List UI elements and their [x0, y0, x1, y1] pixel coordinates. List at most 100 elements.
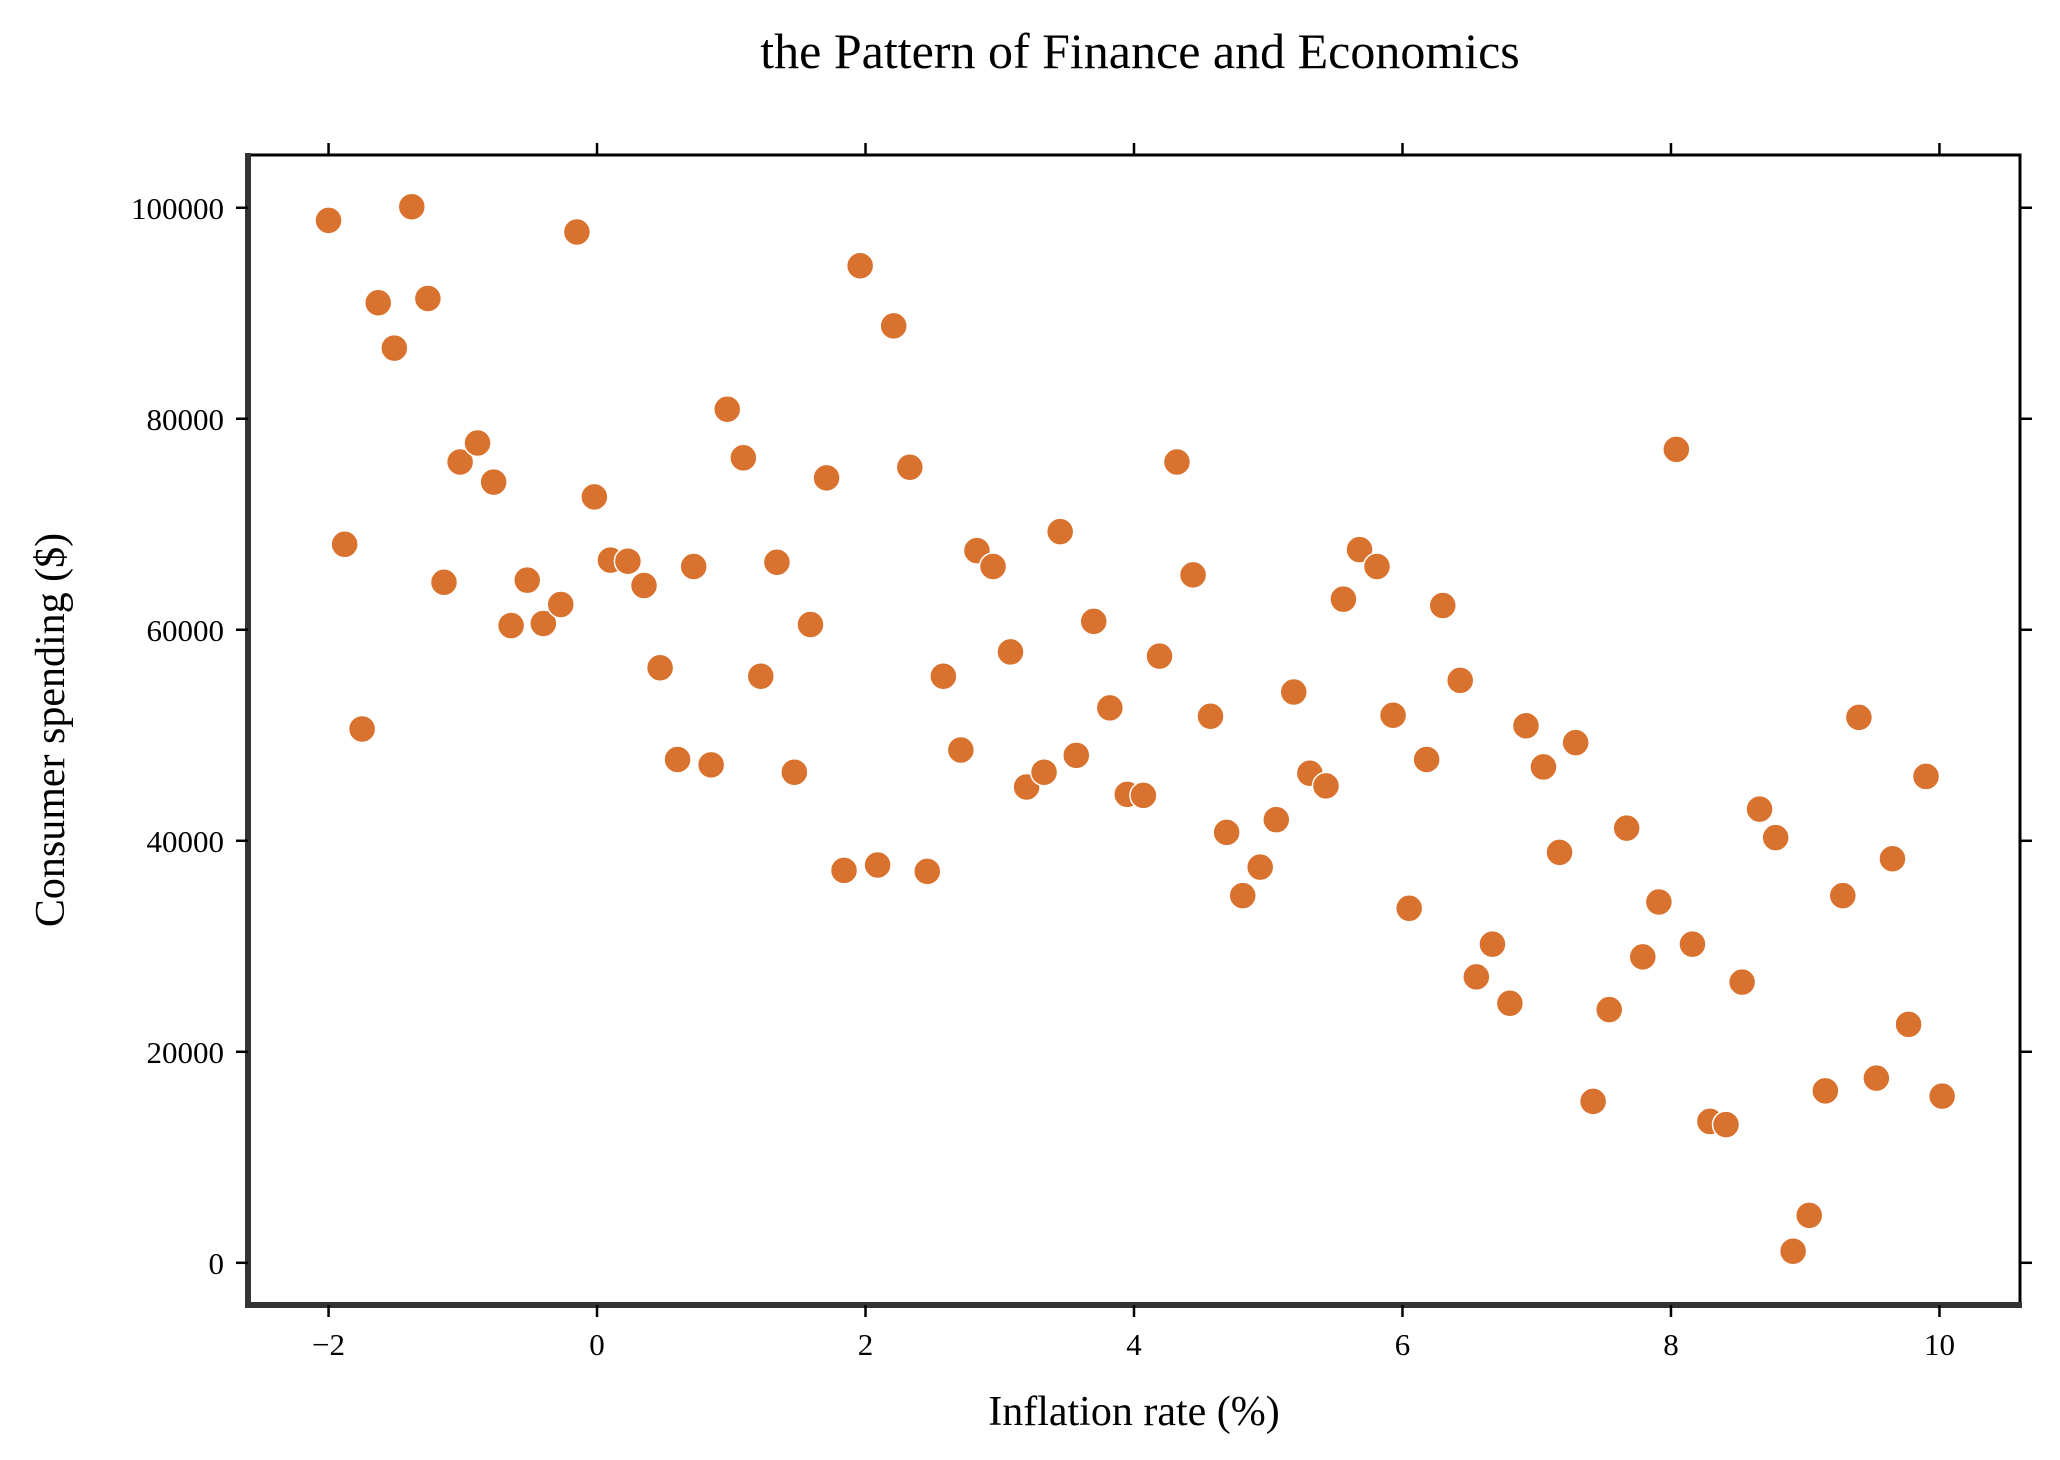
data-point [1644, 887, 1674, 917]
data-point [1245, 852, 1275, 882]
data-point [1678, 929, 1707, 959]
data-point [1362, 552, 1392, 581]
data-point [796, 610, 825, 639]
data-point [1329, 584, 1358, 614]
data-point [712, 395, 742, 424]
data-point [479, 467, 508, 497]
data-point [645, 653, 675, 683]
data-point [1062, 741, 1091, 770]
data-points [314, 192, 1957, 1266]
data-point [496, 611, 526, 640]
y-tick-labels: 0 20000 40000 60000 80000 100000 [131, 191, 224, 1281]
data-point [1045, 517, 1075, 546]
x-tick-label: 6 [1395, 1327, 1411, 1362]
data-point [629, 571, 659, 600]
y-tick-label: 80000 [147, 402, 225, 437]
data-point [1828, 881, 1858, 910]
data-point [1212, 818, 1241, 847]
data-point [1228, 881, 1257, 910]
data-point [1079, 607, 1108, 636]
data-point [1844, 703, 1874, 732]
data-point [829, 856, 859, 885]
data-point [1445, 666, 1475, 695]
data-point [1428, 591, 1458, 620]
data-point [463, 428, 492, 458]
data-point [780, 757, 809, 787]
data-point [1345, 535, 1374, 564]
data-point [1478, 929, 1507, 959]
data-point [1495, 989, 1525, 1018]
data-point [1511, 711, 1541, 741]
plot-area [236, 143, 2032, 1317]
data-point [613, 546, 643, 576]
x-axis-label: Inflation rate (%) [988, 1389, 1280, 1435]
data-point [314, 206, 343, 235]
data-point [562, 217, 592, 247]
data-point [1529, 752, 1558, 782]
y-tick-label: 60000 [147, 613, 225, 648]
x-tick-label: 8 [1663, 1327, 1679, 1362]
data-point [1761, 823, 1790, 852]
data-point [1145, 641, 1174, 671]
data-point [1029, 757, 1059, 787]
data-point [363, 288, 393, 317]
data-point [1745, 794, 1774, 824]
data-point [1628, 942, 1658, 972]
data-point [996, 637, 1025, 667]
data-point [380, 333, 409, 363]
data-point [1462, 962, 1491, 992]
data-point [812, 463, 841, 493]
data-point [347, 714, 377, 744]
data-point [546, 590, 576, 619]
x-tick-label: 10 [1924, 1327, 1955, 1362]
x-tick-label: 0 [589, 1327, 605, 1362]
data-point [1378, 700, 1408, 730]
x-tick-label: 2 [858, 1327, 874, 1362]
x-tick-labels: −2 0 2 4 6 8 10 [312, 1327, 1955, 1362]
data-point [929, 661, 958, 691]
data-point [1811, 1076, 1840, 1106]
data-point [1878, 844, 1907, 873]
data-point [1178, 560, 1208, 590]
data-point [879, 311, 908, 341]
data-point [1662, 435, 1691, 464]
y-tick-label: 100000 [131, 191, 224, 226]
data-point [1612, 813, 1641, 843]
data-point [445, 447, 475, 477]
data-point [845, 251, 875, 281]
data-point [1545, 838, 1574, 867]
data-point [663, 745, 692, 774]
x-tick-label: −2 [312, 1327, 345, 1362]
data-point [1894, 1010, 1923, 1039]
data-point [397, 192, 427, 221]
data-point [1095, 693, 1125, 723]
data-point [1778, 1236, 1808, 1266]
chart-title: the Pattern of Finance and Economics [760, 23, 1520, 79]
data-point [1412, 745, 1441, 774]
data-point [762, 547, 792, 577]
data-point [1594, 995, 1624, 1024]
data-point [895, 453, 925, 482]
y-tick-label: 40000 [147, 824, 225, 859]
y-tick-label: 20000 [147, 1035, 225, 1070]
data-point [978, 552, 1008, 581]
data-point [1196, 702, 1225, 731]
data-point [1279, 677, 1308, 707]
data-point [913, 857, 942, 886]
data-point [746, 661, 776, 691]
data-point [696, 750, 726, 780]
data-point [1578, 1087, 1608, 1116]
y-tick-label: 0 [209, 1246, 225, 1281]
data-point [1162, 447, 1192, 477]
data-point [1911, 762, 1941, 791]
data-point [1862, 1063, 1891, 1093]
y-axis-label: Consumer spending ($) [28, 533, 74, 927]
data-point [729, 443, 758, 473]
data-point [413, 284, 443, 313]
data-point [1262, 805, 1291, 834]
data-point [1727, 967, 1757, 997]
data-point [863, 850, 892, 880]
data-point [330, 530, 359, 559]
data-point [512, 565, 542, 595]
